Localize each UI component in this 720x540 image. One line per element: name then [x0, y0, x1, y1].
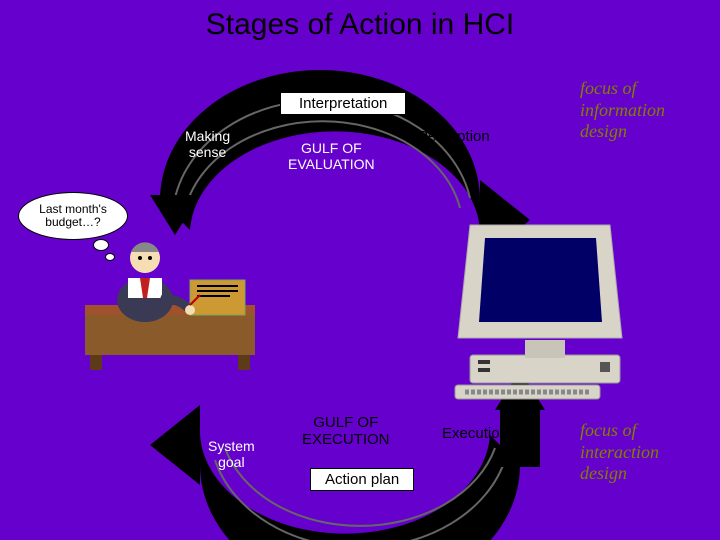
- page-title: Stages of Action in HCI: [0, 0, 720, 42]
- label-interpretation: Interpretation: [280, 92, 406, 115]
- label-execution: Execution: [442, 425, 508, 442]
- label-making-sense: Making sense: [185, 128, 230, 160]
- computer-illustration: [455, 225, 622, 399]
- label-action-plan: Action plan: [310, 468, 414, 491]
- thought-text: Last month's budget…?: [39, 203, 107, 229]
- focus-info-design: focus of information design: [580, 78, 665, 143]
- label-system-goal: System goal: [208, 438, 255, 470]
- focus-interaction-design: focus of interaction design: [580, 420, 659, 485]
- label-perception: Perception: [418, 128, 490, 145]
- thought-bubble: Last month's budget…?: [18, 192, 128, 240]
- label-gulf-execution: GULF OF EXECUTION: [302, 414, 390, 448]
- person-illustration: [85, 242, 255, 370]
- label-gulf-evaluation: GULF OF EVALUATION: [288, 140, 375, 172]
